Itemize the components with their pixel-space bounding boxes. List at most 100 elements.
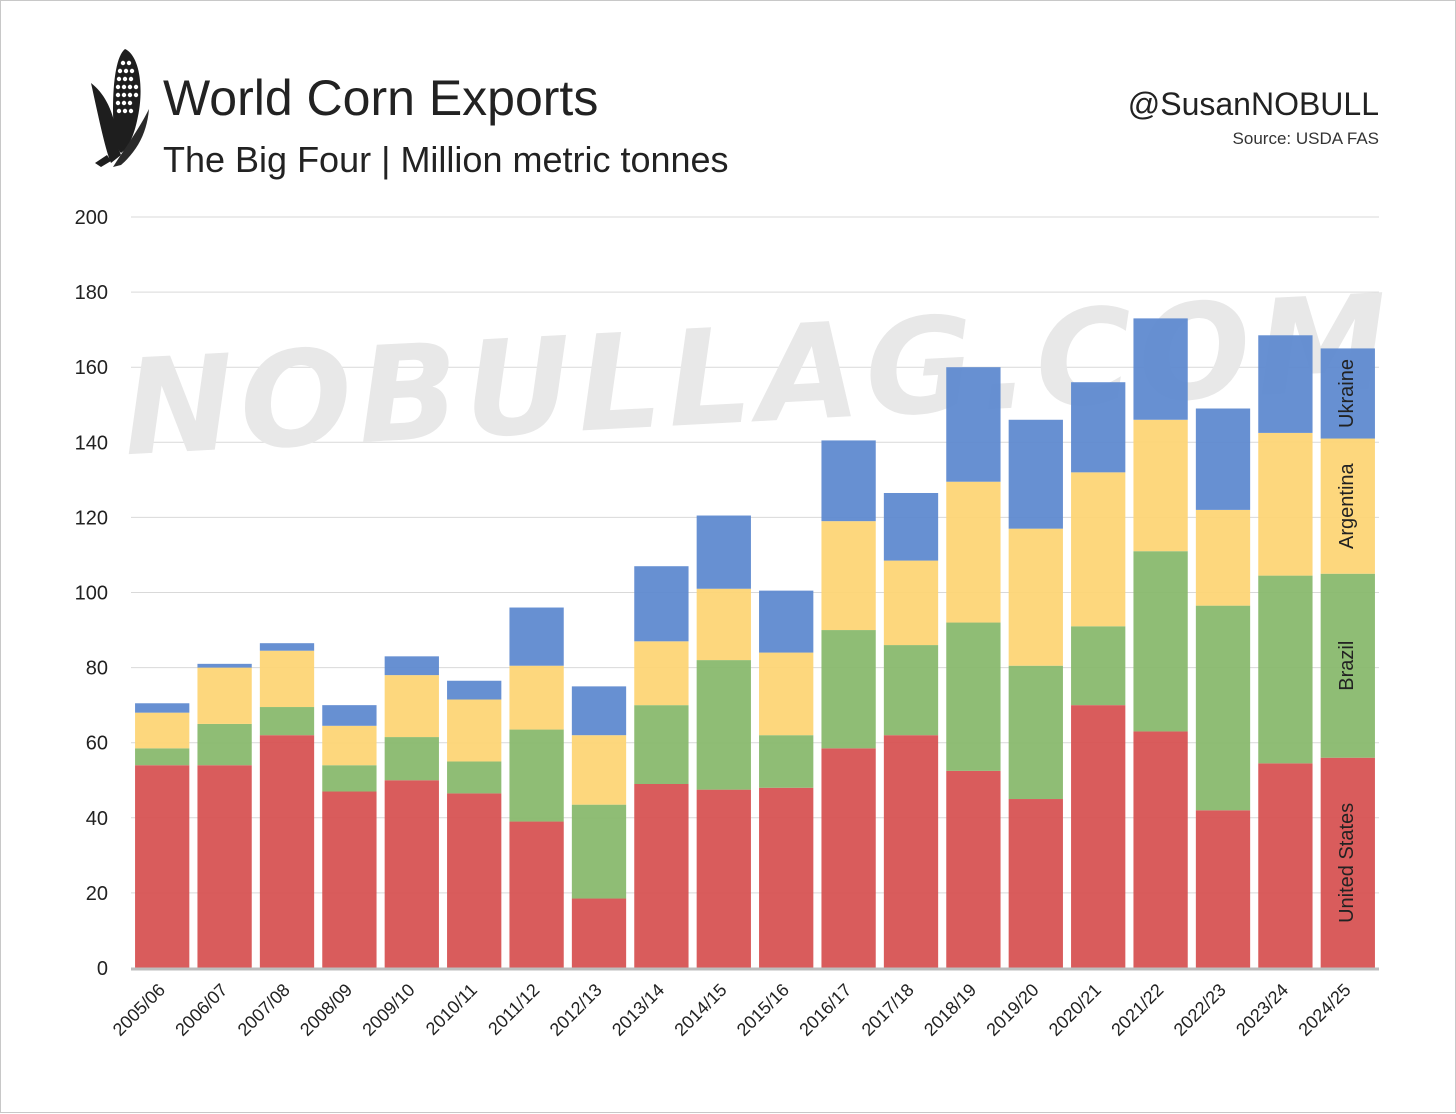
x-tick-label: 2024/25 bbox=[1294, 980, 1354, 1040]
x-axis: 2005/06 2006/07 2007/08 2008/09 2009/10 2010/… bbox=[109, 980, 1355, 1040]
chart-subtitle: The Big Four | Million metric tonnes bbox=[163, 139, 729, 180]
bar-segment bbox=[322, 725, 377, 766]
x-tick-label: 2007/08 bbox=[234, 980, 294, 1040]
bar-segment bbox=[1071, 472, 1126, 627]
bar-segment bbox=[197, 663, 252, 668]
x-tick-label: 2022/23 bbox=[1170, 980, 1230, 1040]
bar-segment bbox=[883, 492, 939, 561]
bar-segment bbox=[259, 643, 315, 651]
bar-segment bbox=[135, 712, 190, 749]
bar-segment bbox=[1258, 763, 1313, 968]
bar-segment bbox=[197, 667, 252, 724]
bar-segment bbox=[1133, 731, 1188, 968]
bar-segment bbox=[634, 784, 689, 968]
bar-segment bbox=[447, 761, 502, 794]
bar-segment bbox=[571, 804, 627, 899]
bar-segment bbox=[571, 735, 627, 805]
bar-segment bbox=[571, 898, 627, 968]
x-tick-label: 2015/16 bbox=[733, 980, 793, 1040]
series-label: United States bbox=[1336, 803, 1358, 923]
bar-segment bbox=[197, 723, 252, 766]
x-tick-label: 2019/20 bbox=[982, 980, 1042, 1040]
bar-segment bbox=[1071, 382, 1126, 473]
bar-segment bbox=[1071, 626, 1126, 706]
corn-icon bbox=[91, 49, 149, 167]
bar-segment bbox=[1071, 705, 1126, 968]
y-tick-label: 100 bbox=[75, 583, 108, 605]
bar-segment bbox=[946, 481, 1001, 623]
x-tick-label: 2006/07 bbox=[171, 980, 231, 1040]
x-tick-label: 2011/12 bbox=[484, 980, 543, 1039]
bar-segment bbox=[509, 665, 564, 730]
bar-segment bbox=[1195, 408, 1251, 510]
bar-segment bbox=[259, 735, 315, 968]
x-tick-label: 2021/22 bbox=[1107, 980, 1167, 1040]
y-tick-label: 80 bbox=[86, 658, 108, 680]
y-tick-label: 20 bbox=[86, 883, 108, 905]
bar-segment bbox=[1320, 573, 1375, 758]
bar-segment bbox=[447, 699, 502, 762]
bar-segment bbox=[696, 515, 751, 589]
x-tick-label: 2013/14 bbox=[608, 980, 668, 1040]
y-tick-label: 120 bbox=[75, 507, 108, 529]
x-tick-label: 2009/10 bbox=[358, 980, 418, 1040]
bar-segment bbox=[821, 521, 876, 631]
bar-segment bbox=[384, 780, 439, 968]
bar-segment bbox=[135, 765, 190, 968]
bar-segment bbox=[1320, 757, 1375, 968]
bar-segment bbox=[322, 705, 377, 726]
bar-segment bbox=[821, 748, 876, 968]
y-tick-label: 40 bbox=[86, 808, 108, 830]
x-tick-label: 2023/24 bbox=[1232, 980, 1292, 1040]
bar-segment bbox=[1320, 438, 1375, 574]
bar-segment bbox=[1008, 528, 1063, 666]
y-tick-label: 0 bbox=[97, 958, 108, 980]
bar-segment bbox=[322, 765, 377, 792]
bar-segment bbox=[1133, 551, 1188, 732]
bar-segment bbox=[1008, 419, 1063, 529]
x-tick-label: 2016/17 bbox=[795, 980, 855, 1040]
x-tick-label: 2017/18 bbox=[858, 980, 918, 1040]
bar-segment bbox=[634, 641, 689, 706]
bar-segment bbox=[1008, 799, 1063, 968]
bar-segment bbox=[696, 660, 751, 790]
bar-segment bbox=[1195, 509, 1251, 606]
bar-segment bbox=[634, 705, 689, 785]
bar-segment bbox=[821, 630, 876, 749]
y-tick-label: 60 bbox=[86, 733, 108, 755]
bar-segment bbox=[447, 680, 502, 700]
series-label: Brazil bbox=[1336, 641, 1358, 691]
series-labels: United States Brazil Argentina Ukraine bbox=[1336, 359, 1358, 923]
y-tick-label: 180 bbox=[75, 282, 108, 304]
x-tick-label: 2012/13 bbox=[546, 980, 606, 1040]
bar-segment bbox=[135, 748, 190, 766]
x-tick-label: 2014/15 bbox=[670, 980, 730, 1040]
y-tick-label: 140 bbox=[75, 432, 108, 454]
bar-segment bbox=[509, 729, 564, 822]
bar-segment bbox=[322, 791, 377, 968]
bar-segment bbox=[883, 735, 939, 968]
bar-segment bbox=[384, 737, 439, 781]
bar-segment bbox=[509, 607, 564, 666]
bar-segment bbox=[946, 622, 1001, 771]
bar-segment bbox=[696, 588, 751, 661]
bar-segment bbox=[759, 652, 814, 736]
x-tick-label: 2018/19 bbox=[920, 980, 980, 1040]
bar-segment bbox=[384, 656, 439, 676]
bar-segment bbox=[759, 735, 814, 788]
author-handle: @SusanNOBULL bbox=[1128, 86, 1379, 122]
bar-segment bbox=[1195, 810, 1251, 968]
chart-title: World Corn Exports bbox=[163, 70, 598, 126]
bar-segment bbox=[509, 821, 564, 968]
bar-segment bbox=[696, 789, 751, 968]
series-label: Ukraine bbox=[1336, 359, 1358, 428]
bar-segment bbox=[1258, 575, 1313, 764]
x-tick-label: 2005/06 bbox=[109, 980, 169, 1040]
bar-segment bbox=[259, 707, 315, 736]
bar-segment bbox=[1258, 432, 1313, 576]
bar-segment bbox=[571, 686, 627, 736]
y-tick-label: 160 bbox=[75, 357, 108, 379]
bar-segment bbox=[1133, 419, 1188, 552]
